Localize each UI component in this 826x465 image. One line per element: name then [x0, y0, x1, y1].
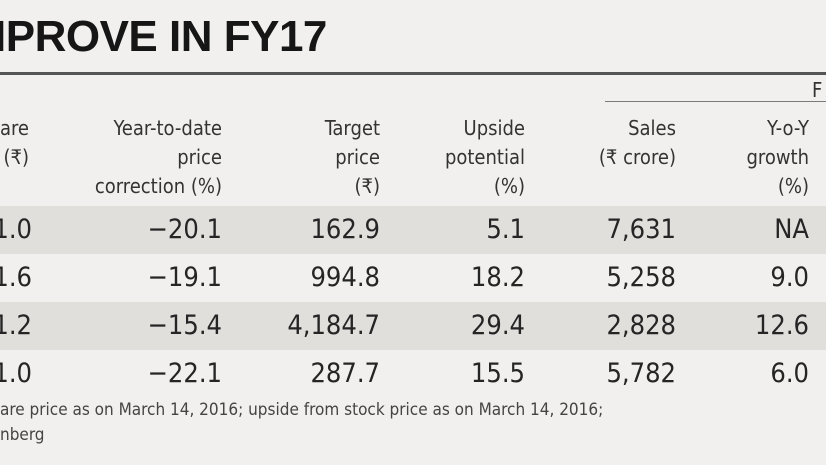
cell-ytd-correction: −22.1	[147, 358, 222, 389]
footnote: are price as on March 14, 2016; upside f…	[0, 400, 604, 420]
cell-target-price: 994.8	[310, 262, 380, 293]
cell-sales: 7,631	[606, 214, 676, 245]
cell-ytd-correction: −19.1	[147, 262, 222, 293]
cell-yoy-growth: NA	[774, 214, 809, 245]
cell-upside-potential: 18.2	[470, 262, 525, 293]
title-rule	[0, 72, 826, 75]
cell-sales: 2,828	[606, 310, 676, 341]
cell-share-price: 1.2	[0, 310, 32, 341]
group-rule	[605, 101, 826, 102]
cell-yoy-growth: 9.0	[770, 262, 809, 293]
cell-yoy-growth: 6.0	[770, 358, 809, 389]
footnote: nberg	[0, 425, 45, 445]
header-share-price: are (₹)	[0, 116, 29, 169]
cell-sales: 5,782	[606, 358, 676, 389]
cell-ytd-correction: −15.4	[147, 310, 222, 341]
cell-sales: 5,258	[606, 262, 676, 293]
cell-share-price: 1.6	[0, 262, 32, 293]
cell-share-price: 1.0	[0, 358, 32, 389]
header-target-price: Target price (₹)	[324, 116, 380, 198]
cell-upside-potential: 15.5	[470, 358, 525, 389]
cell-yoy-growth: 12.6	[754, 310, 809, 341]
table-row: 1.2 −15.4 4,184.7 29.4 2,828 12.6	[0, 302, 826, 350]
header-yoy-growth: Y-o-Y growth (%)	[746, 116, 809, 198]
header-upside-potential: Upside potential (%)	[444, 116, 525, 198]
header-ytd-correction: Year-to-date price correction (%)	[94, 116, 222, 198]
header-sales: Sales (₹ crore)	[598, 116, 676, 169]
cell-upside-potential: 29.4	[470, 310, 525, 341]
cell-upside-potential: 5.1	[486, 214, 525, 245]
table-row: 1.6 −19.1 994.8 18.2 5,258 9.0	[0, 254, 826, 302]
cell-target-price: 162.9	[310, 214, 380, 245]
table-row: 1.0 −20.1 162.9 5.1 7,631 NA	[0, 206, 826, 254]
cell-target-price: 4,184.7	[287, 310, 380, 341]
table-title: IPROVE IN FY17	[0, 12, 327, 61]
table-row: 1.0 −22.1 287.7 15.5 5,782 6.0	[0, 350, 826, 398]
cell-target-price: 287.7	[310, 358, 380, 389]
cell-share-price: 1.0	[0, 214, 32, 245]
cell-ytd-correction: −20.1	[147, 214, 222, 245]
group-label: F	[812, 78, 823, 102]
